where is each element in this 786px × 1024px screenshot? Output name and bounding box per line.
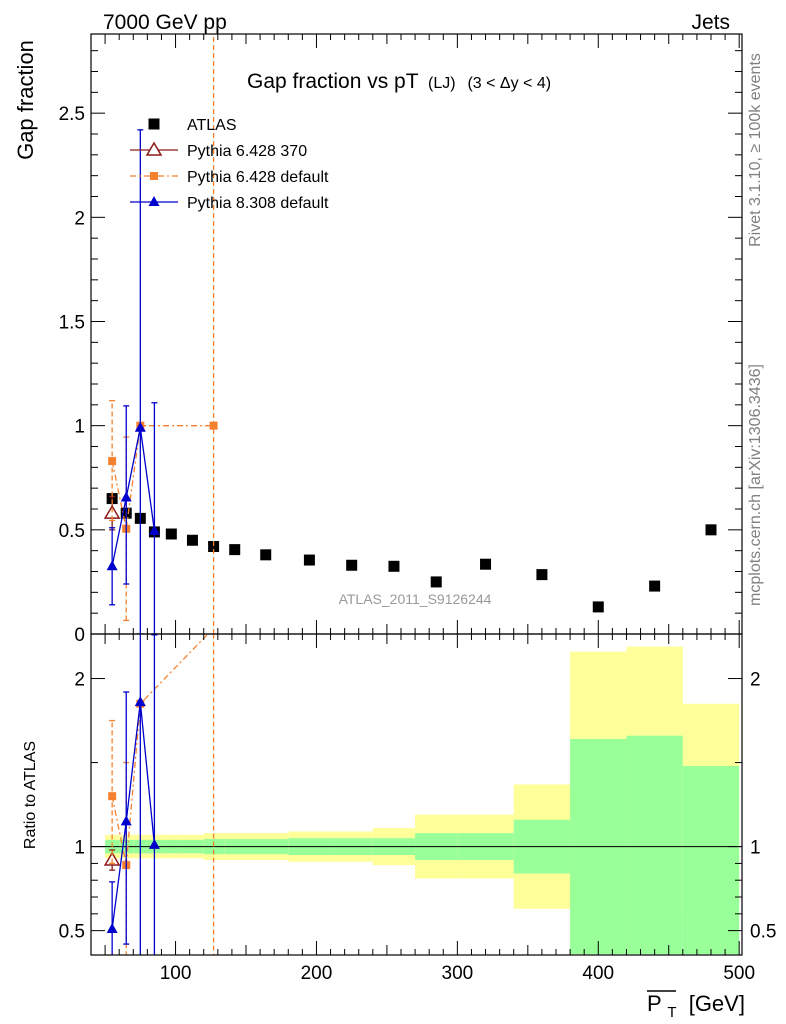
main-point-atlas	[649, 580, 661, 592]
ratio-data-clipped	[103, 634, 215, 955]
x-ticks: 100 200 300 400 500	[104, 34, 755, 984]
legend-marker-atlas	[148, 118, 160, 130]
ratio-point-p8	[134, 696, 146, 707]
main-point-atlas	[229, 544, 241, 556]
ratio-series-p8	[106, 634, 160, 955]
main-point-atlas	[165, 528, 177, 540]
chart-title-sub1: (LJ)	[428, 75, 456, 92]
inner-band-bin	[682, 765, 740, 955]
main-y-tick-label: 2.5	[59, 104, 85, 125]
ratio-uncertainty-bands	[105, 646, 740, 955]
chart-title: Gap fraction vs pT (LJ) (3 < Δy < 4)	[247, 70, 551, 93]
x-tick-label: 500	[723, 963, 755, 984]
main-point-p6_default	[108, 457, 117, 466]
x-tick-label: 400	[582, 963, 614, 984]
legend: ATLAS Pythia 6.428 370 Pythia 6.428 defaul…	[130, 117, 329, 212]
main-point-atlas	[186, 534, 198, 546]
main-point-p8	[148, 524, 160, 535]
ratio-point-p8	[106, 922, 118, 933]
main-point-atlas	[388, 560, 400, 572]
rivet-side-label: Rivet 3.1.10, ≥ 100k events	[747, 53, 764, 247]
main-y-tick-label: 0	[74, 625, 85, 646]
main-point-p8	[120, 491, 132, 502]
ratio-point-p8	[148, 838, 160, 849]
ratio-y-tick-label-right: 1	[750, 838, 761, 859]
ratio-plot-frame	[90, 633, 743, 956]
ratio-y-tick-label: 0.5	[59, 922, 85, 943]
ratio-plot-layer: 100 200 300 400 500 0.5 0.5 1 1 2 2	[59, 34, 777, 984]
main-line-p6_default	[111, 425, 214, 529]
main-y-tick-label: 1	[74, 417, 85, 438]
legend-marker-p8	[148, 196, 160, 206]
mcplots-side-label: mcplots.cern.ch [arXiv:1306.3436]	[747, 364, 764, 606]
chart-title-sub2: (3 < Δy < 4)	[467, 75, 551, 92]
legend-label-p8: Pythia 8.308 default	[187, 195, 329, 212]
ratio-line-p8	[111, 701, 156, 930]
main-y-ticks: 0 0.5 1 1.5 2 2.5	[59, 50, 742, 646]
main-y-tick-label: 2	[74, 208, 85, 229]
main-line-p8	[111, 427, 156, 567]
main-point-atlas	[430, 576, 442, 588]
main-y-axis-label: Gap fraction	[13, 40, 38, 160]
x-tick-label: 100	[160, 963, 192, 984]
legend-marker-p6_370	[145, 141, 163, 156]
ratio-point-p8	[120, 815, 132, 826]
chart-title-main: Gap fraction vs pT	[247, 70, 419, 93]
legend-label-atlas: ATLAS	[187, 117, 237, 134]
ratio-y-tick-label-right: 2	[750, 670, 761, 691]
x-axis-title-unit: [GeV]	[689, 991, 745, 1016]
main-point-atlas	[260, 549, 272, 561]
main-point-atlas	[592, 601, 604, 613]
main-point-p6_default	[209, 421, 218, 430]
main-point-atlas	[303, 554, 315, 566]
main-y-tick-label: 0.5	[59, 521, 85, 542]
x-axis-title-main: P	[647, 991, 661, 1016]
ratio-y-tick-label-right: 0.5	[750, 922, 776, 943]
ratio-point-p6_default	[108, 792, 117, 801]
main-plot-layer: 0 0.5 1 1.5 2 2.5 ATLAS Pythia 6.428 370 Pythia …	[59, 33, 743, 646]
inner-band-bin	[626, 735, 683, 955]
x-axis-title-sub: T	[667, 1004, 676, 1021]
ratio-y-tick-label: 2	[74, 670, 85, 691]
main-point-atlas	[705, 524, 717, 536]
header-right-label: Jets	[691, 11, 730, 34]
header-left-label: 7000 GeV pp	[103, 11, 227, 34]
main-point-p8	[106, 560, 118, 571]
main-data-clipped	[103, 34, 717, 634]
legend-marker-p6_default	[150, 172, 158, 180]
analysis-watermark: ATLAS_2011_S9126244	[339, 591, 492, 607]
ratio-y-axis-label: Ratio to ATLAS	[22, 741, 39, 849]
legend-label-p6_370: Pythia 6.428 370	[187, 143, 307, 160]
x-tick-label: 300	[442, 963, 474, 984]
main-point-atlas	[480, 558, 492, 570]
main-point-atlas	[536, 569, 548, 581]
main-series-p8	[106, 129, 160, 634]
legend-label-p6_default: Pythia 6.428 default	[187, 169, 329, 186]
x-axis-title-text: P T [GeV]	[647, 991, 745, 1022]
x-axis-title: P T [GeV]	[647, 990, 745, 1022]
main-point-atlas	[208, 541, 220, 552]
main-y-tick-label: 1.5	[59, 313, 85, 334]
x-tick-label: 200	[301, 963, 333, 984]
main-point-atlas	[346, 559, 358, 571]
ratio-y-tick-label: 1	[74, 838, 85, 859]
ratio-y-ticks: 0.5 0.5 1 1 2 2	[59, 670, 777, 943]
main-point-p8	[134, 421, 146, 432]
ratio-line-p6_default	[111, 634, 209, 866]
